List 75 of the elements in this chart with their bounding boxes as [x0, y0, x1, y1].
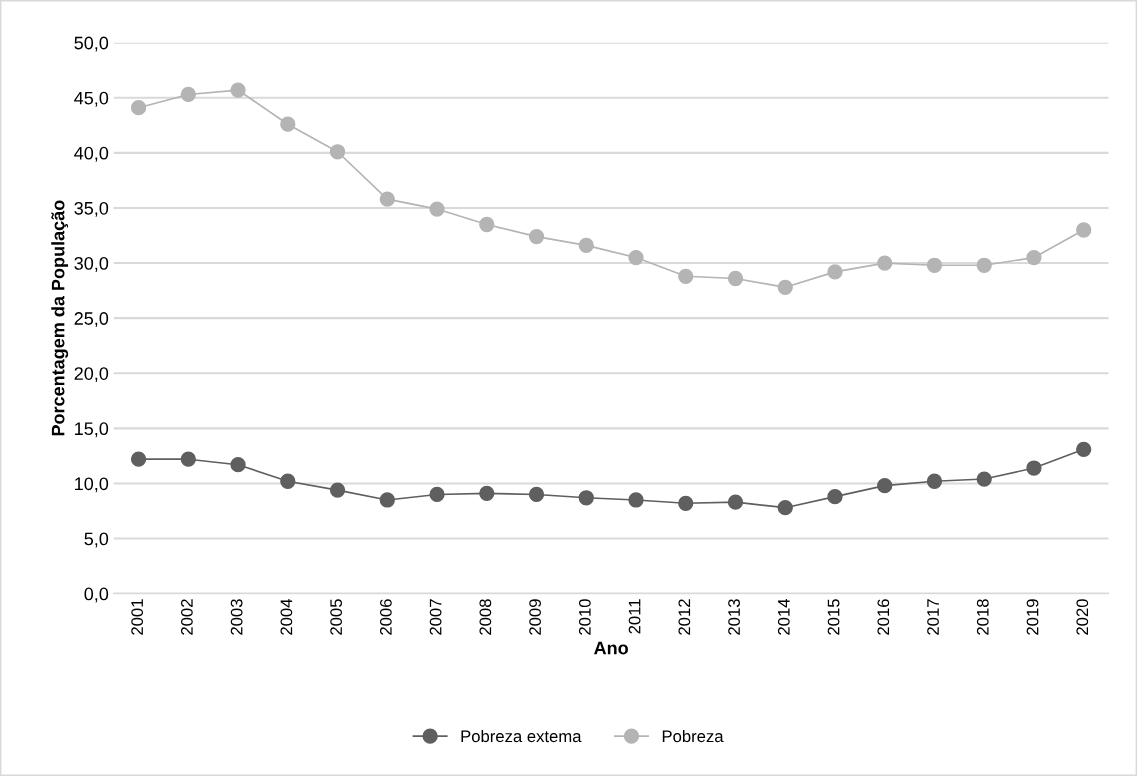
x-tick-label: 2011	[628, 599, 641, 634]
point	[230, 457, 246, 473]
legend-label: Pobreza	[662, 729, 724, 743]
x-tick-label: 2012	[678, 599, 691, 635]
point	[727, 494, 744, 510]
x-tick-label: 2020	[1076, 599, 1089, 635]
y-tick-label: 20,0	[74, 367, 109, 383]
point	[877, 255, 893, 271]
point	[827, 489, 843, 505]
x-tick-label: 2008	[479, 599, 492, 635]
point	[976, 257, 992, 273]
y-axis-title: Porcentagem da População	[51, 200, 69, 436]
point	[1026, 460, 1042, 476]
point	[280, 473, 296, 489]
x-tick-label: 2005	[330, 599, 343, 635]
y-tick-label: 10,0	[75, 477, 109, 493]
y-tick-label: 15,0	[75, 422, 109, 438]
point	[329, 482, 346, 498]
x-tick-label: 2003	[230, 599, 243, 635]
point	[628, 492, 644, 508]
y-tick-label: 40,0	[74, 146, 109, 162]
point	[429, 201, 445, 217]
x-tick-label: 2017	[927, 599, 939, 635]
x-tick-label: 2016	[877, 599, 890, 635]
x-tick-label: 2009	[529, 599, 541, 635]
point	[130, 451, 147, 467]
point	[578, 490, 594, 506]
point	[379, 191, 395, 207]
y-tick-label: 0,0	[84, 587, 109, 603]
x-tick-label: 2007	[429, 599, 442, 635]
y-tick-label: 30,0	[74, 257, 109, 272]
point	[329, 144, 346, 160]
point	[926, 473, 943, 489]
x-tick-label: 2013	[728, 599, 740, 635]
x-tick-label: 2018	[976, 599, 989, 635]
y-tick-label: 50,0	[74, 36, 109, 52]
point	[528, 228, 545, 245]
y-tick-label: 35,0	[74, 201, 109, 217]
point	[678, 268, 694, 284]
x-tick-label: 2004	[280, 598, 293, 635]
x-axis-title: Ano	[594, 641, 628, 655]
point	[877, 478, 893, 494]
point	[827, 264, 843, 280]
x-tick-label: 2015	[827, 599, 840, 635]
point	[777, 500, 793, 516]
point	[230, 82, 246, 98]
point	[280, 116, 296, 132]
x-tick-label: 2006	[379, 599, 392, 635]
point	[1076, 441, 1092, 457]
point	[578, 237, 594, 254]
x-tick-label: 2002	[180, 599, 193, 635]
point	[180, 86, 196, 103]
y-tick-label: 5,0	[84, 532, 109, 548]
point	[479, 216, 495, 233]
point	[1026, 249, 1042, 266]
x-tick-label: 2010	[578, 599, 591, 635]
point	[429, 486, 445, 503]
x-tick-label: 2019	[1026, 599, 1039, 635]
point	[130, 100, 147, 116]
y-tick-label: 25,0	[74, 312, 109, 328]
y-tick-label: 45,0	[74, 91, 109, 107]
point	[777, 279, 793, 295]
point	[727, 270, 744, 287]
point	[528, 486, 545, 503]
legend-label: Pobreza extema	[461, 729, 582, 743]
point	[678, 495, 694, 511]
point	[926, 257, 943, 273]
x-tick-label: 2001	[131, 599, 144, 635]
point	[479, 485, 495, 502]
point	[379, 492, 395, 508]
point	[1076, 222, 1092, 238]
point	[180, 451, 196, 467]
point	[628, 249, 644, 266]
x-tick-label: 2014	[777, 598, 790, 635]
point	[976, 471, 992, 487]
